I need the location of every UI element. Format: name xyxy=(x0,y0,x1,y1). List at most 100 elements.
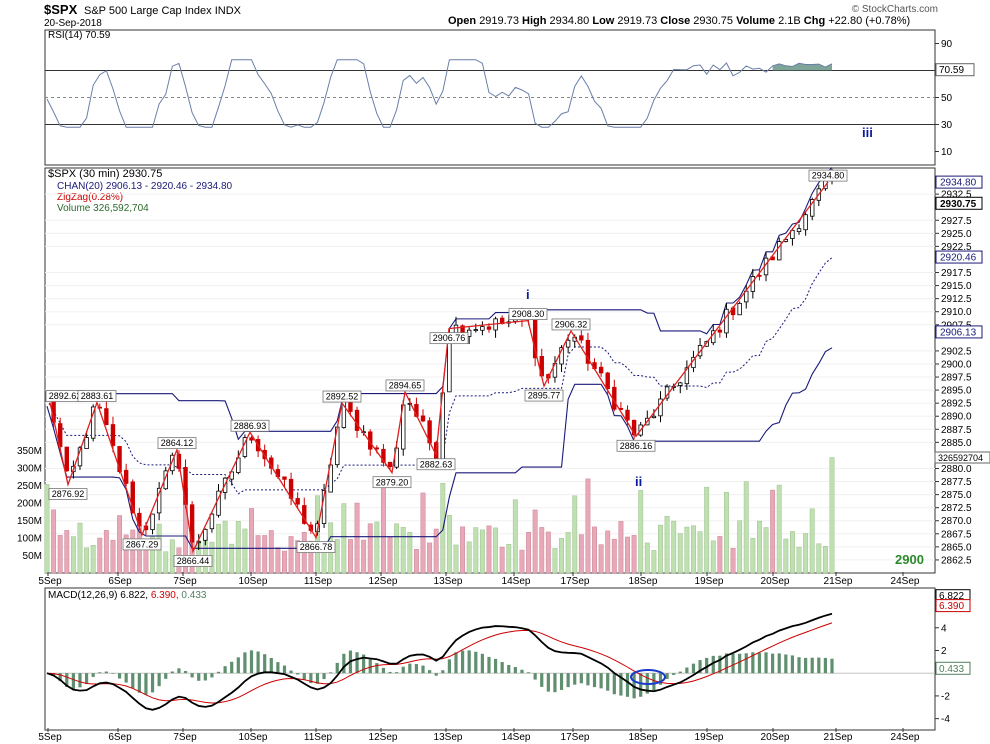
volume-bar xyxy=(123,534,129,574)
volume-bar xyxy=(446,515,452,574)
volume-bar xyxy=(717,536,723,574)
macd-crossover-ellipse xyxy=(630,669,666,685)
macd-histogram-bar xyxy=(474,651,478,674)
x-tick-label: 20Sep xyxy=(761,576,790,587)
volume-badge-box xyxy=(934,451,990,464)
volume-bar xyxy=(783,538,789,574)
candle-body xyxy=(717,329,723,333)
macd-histogram-bar xyxy=(368,659,372,674)
candle-body xyxy=(170,454,175,472)
volume-tick-label: 300M xyxy=(17,464,42,475)
candle-body xyxy=(90,406,96,439)
volume-bar xyxy=(519,549,525,574)
candle-body xyxy=(209,513,215,530)
volume-tick-label: 50M xyxy=(23,551,42,562)
macd-histogram-bar xyxy=(487,656,491,674)
volume-bar xyxy=(565,532,571,574)
x-tick-label: 12Sep xyxy=(369,732,398,743)
macd-histogram-bar xyxy=(256,651,260,674)
candle-body xyxy=(704,341,709,347)
candle-body xyxy=(156,487,162,514)
volume-bar xyxy=(710,540,716,574)
volume-bar xyxy=(70,536,76,574)
x-tick-label: 12Sep xyxy=(369,576,398,587)
zigzag-label-box xyxy=(296,541,336,553)
zigzag-label-box xyxy=(230,419,270,432)
macd-histogram-bar xyxy=(65,673,69,688)
macd-histogram-bar xyxy=(797,657,801,674)
macd-histogram-bar xyxy=(183,671,188,674)
macd-histogram-bar xyxy=(784,654,788,674)
x-tick-label: 24Sep xyxy=(891,732,920,743)
volume-bar xyxy=(499,546,505,574)
volume-bar xyxy=(361,539,367,574)
macd-badge-box xyxy=(935,599,971,613)
macd-histogram-bar xyxy=(243,652,247,674)
macd-histogram-bar xyxy=(606,673,610,691)
zigzag-label-box xyxy=(77,390,117,402)
macd-histogram-bar xyxy=(137,673,141,693)
macd-histogram-bar xyxy=(540,673,544,687)
volume-bar xyxy=(526,532,532,574)
macd-histogram-bar xyxy=(507,664,511,674)
zigzag-label: 2908.30 xyxy=(512,309,545,319)
volume-bar xyxy=(117,515,123,574)
macd-histogram-bar xyxy=(599,673,603,689)
price-tick-label: 2902.5 xyxy=(941,346,972,357)
volume-tick-label: 200M xyxy=(17,499,42,510)
volume-bar xyxy=(631,535,637,574)
price-badge-box xyxy=(935,196,983,210)
volume-bar xyxy=(473,527,479,574)
volume-bar xyxy=(552,548,558,574)
candle-body xyxy=(598,366,604,374)
macd-histogram-bar xyxy=(375,663,379,674)
volume-bar xyxy=(545,531,551,574)
macd-histogram-bar xyxy=(111,673,115,674)
volume-bar xyxy=(796,546,802,574)
volume-bar xyxy=(611,538,617,574)
candle-body xyxy=(684,367,690,385)
macd-histogram-bar xyxy=(718,655,722,674)
macd-histogram-bar xyxy=(566,673,570,688)
zigzag-label-box xyxy=(524,389,564,402)
volume-bar xyxy=(295,540,301,574)
volume-bar xyxy=(770,489,776,574)
macd-histogram-bar xyxy=(777,653,781,674)
macd-histogram-bar xyxy=(771,653,775,674)
volume-bar xyxy=(394,523,400,574)
price-badge-box xyxy=(935,325,983,339)
candle-body xyxy=(737,302,742,316)
candle-body xyxy=(302,505,307,524)
candle-body xyxy=(605,372,610,390)
volume-bar xyxy=(400,527,406,574)
macd-histogram-bar xyxy=(342,653,346,674)
volume-bar xyxy=(163,551,169,574)
price-tick-label: 2875.0 xyxy=(941,490,972,501)
zigzag-label-box xyxy=(429,332,469,345)
volume-bar xyxy=(809,508,815,574)
price-frame xyxy=(44,167,936,574)
candle-body xyxy=(790,229,795,239)
rsi-panel: RSI(14) 70.59 iii 907050301070.59 xyxy=(44,29,975,166)
macd-histogram-bar xyxy=(157,673,161,687)
x-tick-label: 21Sep xyxy=(824,576,853,587)
macd-tick-label: 4 xyxy=(941,623,947,634)
macd-histogram-bar xyxy=(98,672,102,674)
macd-histogram-bar xyxy=(150,673,155,693)
macd-histogram-bar xyxy=(296,673,300,675)
volume-bar xyxy=(84,547,90,574)
volume-bar xyxy=(150,536,155,574)
index-name: S&P 500 Large Cap Index INDX xyxy=(84,5,242,17)
rsi-tick-label: 50 xyxy=(941,93,953,104)
volume-bar xyxy=(427,542,433,574)
price-tick-label: 2895.0 xyxy=(941,386,972,397)
zigzag-label-box xyxy=(157,437,197,450)
volume-bar xyxy=(222,520,228,574)
macd-histogram-bar xyxy=(441,670,445,674)
macd-histogram-bar xyxy=(586,673,590,686)
volume-bar xyxy=(77,522,83,574)
macd-histogram-bar xyxy=(58,673,62,682)
candle-body xyxy=(625,409,630,421)
x-tick-label: 13Sep xyxy=(434,732,463,743)
zigzag-label-box xyxy=(385,379,425,392)
